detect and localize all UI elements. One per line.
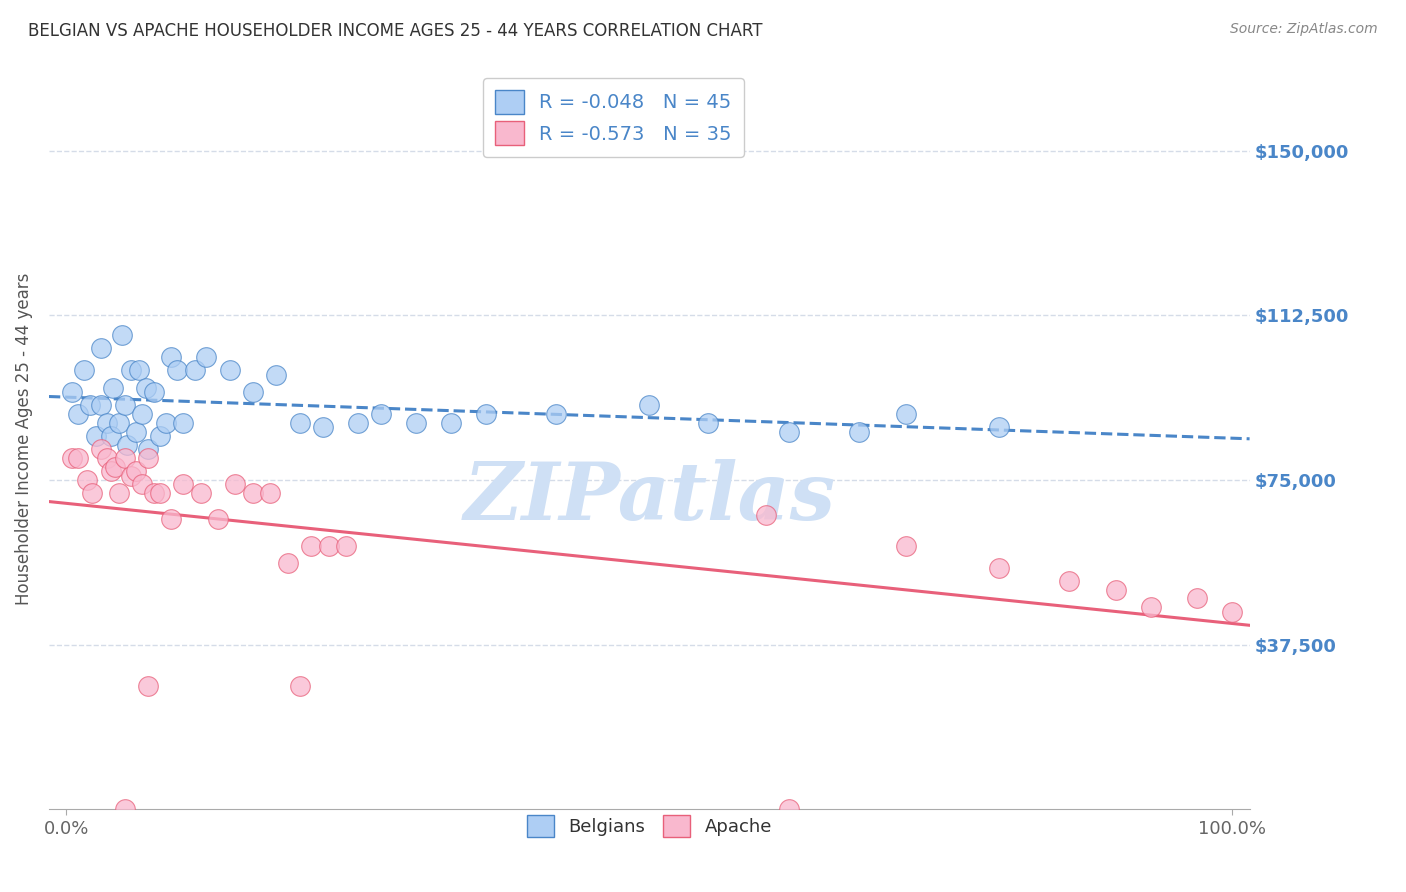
Point [155,416,177,430]
Point [108,486,131,500]
Point [242,486,264,500]
Point [114,398,136,412]
Point [136,450,159,465]
Point [135,381,157,395]
Legend: Belgians, Apache: Belgians, Apache [519,808,779,845]
Point [125,464,148,478]
Point [120,363,142,377]
Text: ZIPatlas: ZIPatlas [463,459,835,537]
Point [79,398,101,412]
Point [149,429,172,443]
Point [120,468,142,483]
Point [778,802,800,816]
Point [104,459,127,474]
Point [988,420,1011,434]
Point [76,473,98,487]
Point [108,416,131,430]
Point [288,416,311,430]
Point [149,486,172,500]
Point [166,363,188,377]
Point [160,350,183,364]
Point [1220,605,1243,619]
Point [96,416,118,430]
Point [277,557,299,571]
Point [114,450,136,465]
Point [172,477,194,491]
Point [335,539,357,553]
Point [96,450,118,465]
Point [259,486,281,500]
Point [894,539,917,553]
Point [475,407,498,421]
Point [111,328,134,343]
Point [778,425,800,439]
Point [190,486,212,500]
Point [90,341,112,355]
Point [1185,591,1208,606]
Point [131,407,153,421]
Point [755,508,778,522]
Point [224,477,246,491]
Point [100,464,122,478]
Point [183,363,205,377]
Point [207,512,229,526]
Text: BELGIAN VS APACHE HOUSEHOLDER INCOME AGES 25 - 44 YEARS CORRELATION CHART: BELGIAN VS APACHE HOUSEHOLDER INCOME AGE… [28,22,762,40]
Point [67,450,90,465]
Point [172,416,194,430]
Point [299,539,322,553]
Point [312,420,335,434]
Point [288,679,311,693]
Point [73,363,96,377]
Point [84,429,107,443]
Point [696,416,718,430]
Point [264,368,287,382]
Point [218,363,240,377]
Point [544,407,567,421]
Point [370,407,392,421]
Point [142,486,165,500]
Point [318,539,340,553]
Point [125,425,148,439]
Text: Source: ZipAtlas.com: Source: ZipAtlas.com [1230,22,1378,37]
Point [90,442,112,457]
Point [195,350,218,364]
Point [160,512,183,526]
Point [347,416,370,430]
Point [60,385,83,400]
Point [988,560,1011,574]
Point [101,381,124,395]
Point [90,398,112,412]
Point [67,407,90,421]
Point [131,477,153,491]
Point [894,407,917,421]
Point [115,438,138,452]
Point [136,442,159,457]
Point [1139,600,1161,615]
Point [114,802,136,816]
Point [136,679,159,693]
Point [128,363,150,377]
Point [100,429,122,443]
Point [1057,574,1080,588]
Point [638,398,661,412]
Point [82,486,104,500]
Y-axis label: Householder Income Ages 25 - 44 years: Householder Income Ages 25 - 44 years [15,273,32,605]
Point [440,416,463,430]
Point [1104,582,1126,597]
Point [405,416,427,430]
Point [60,450,83,465]
Point [848,425,870,439]
Point [242,385,264,400]
Point [142,385,165,400]
